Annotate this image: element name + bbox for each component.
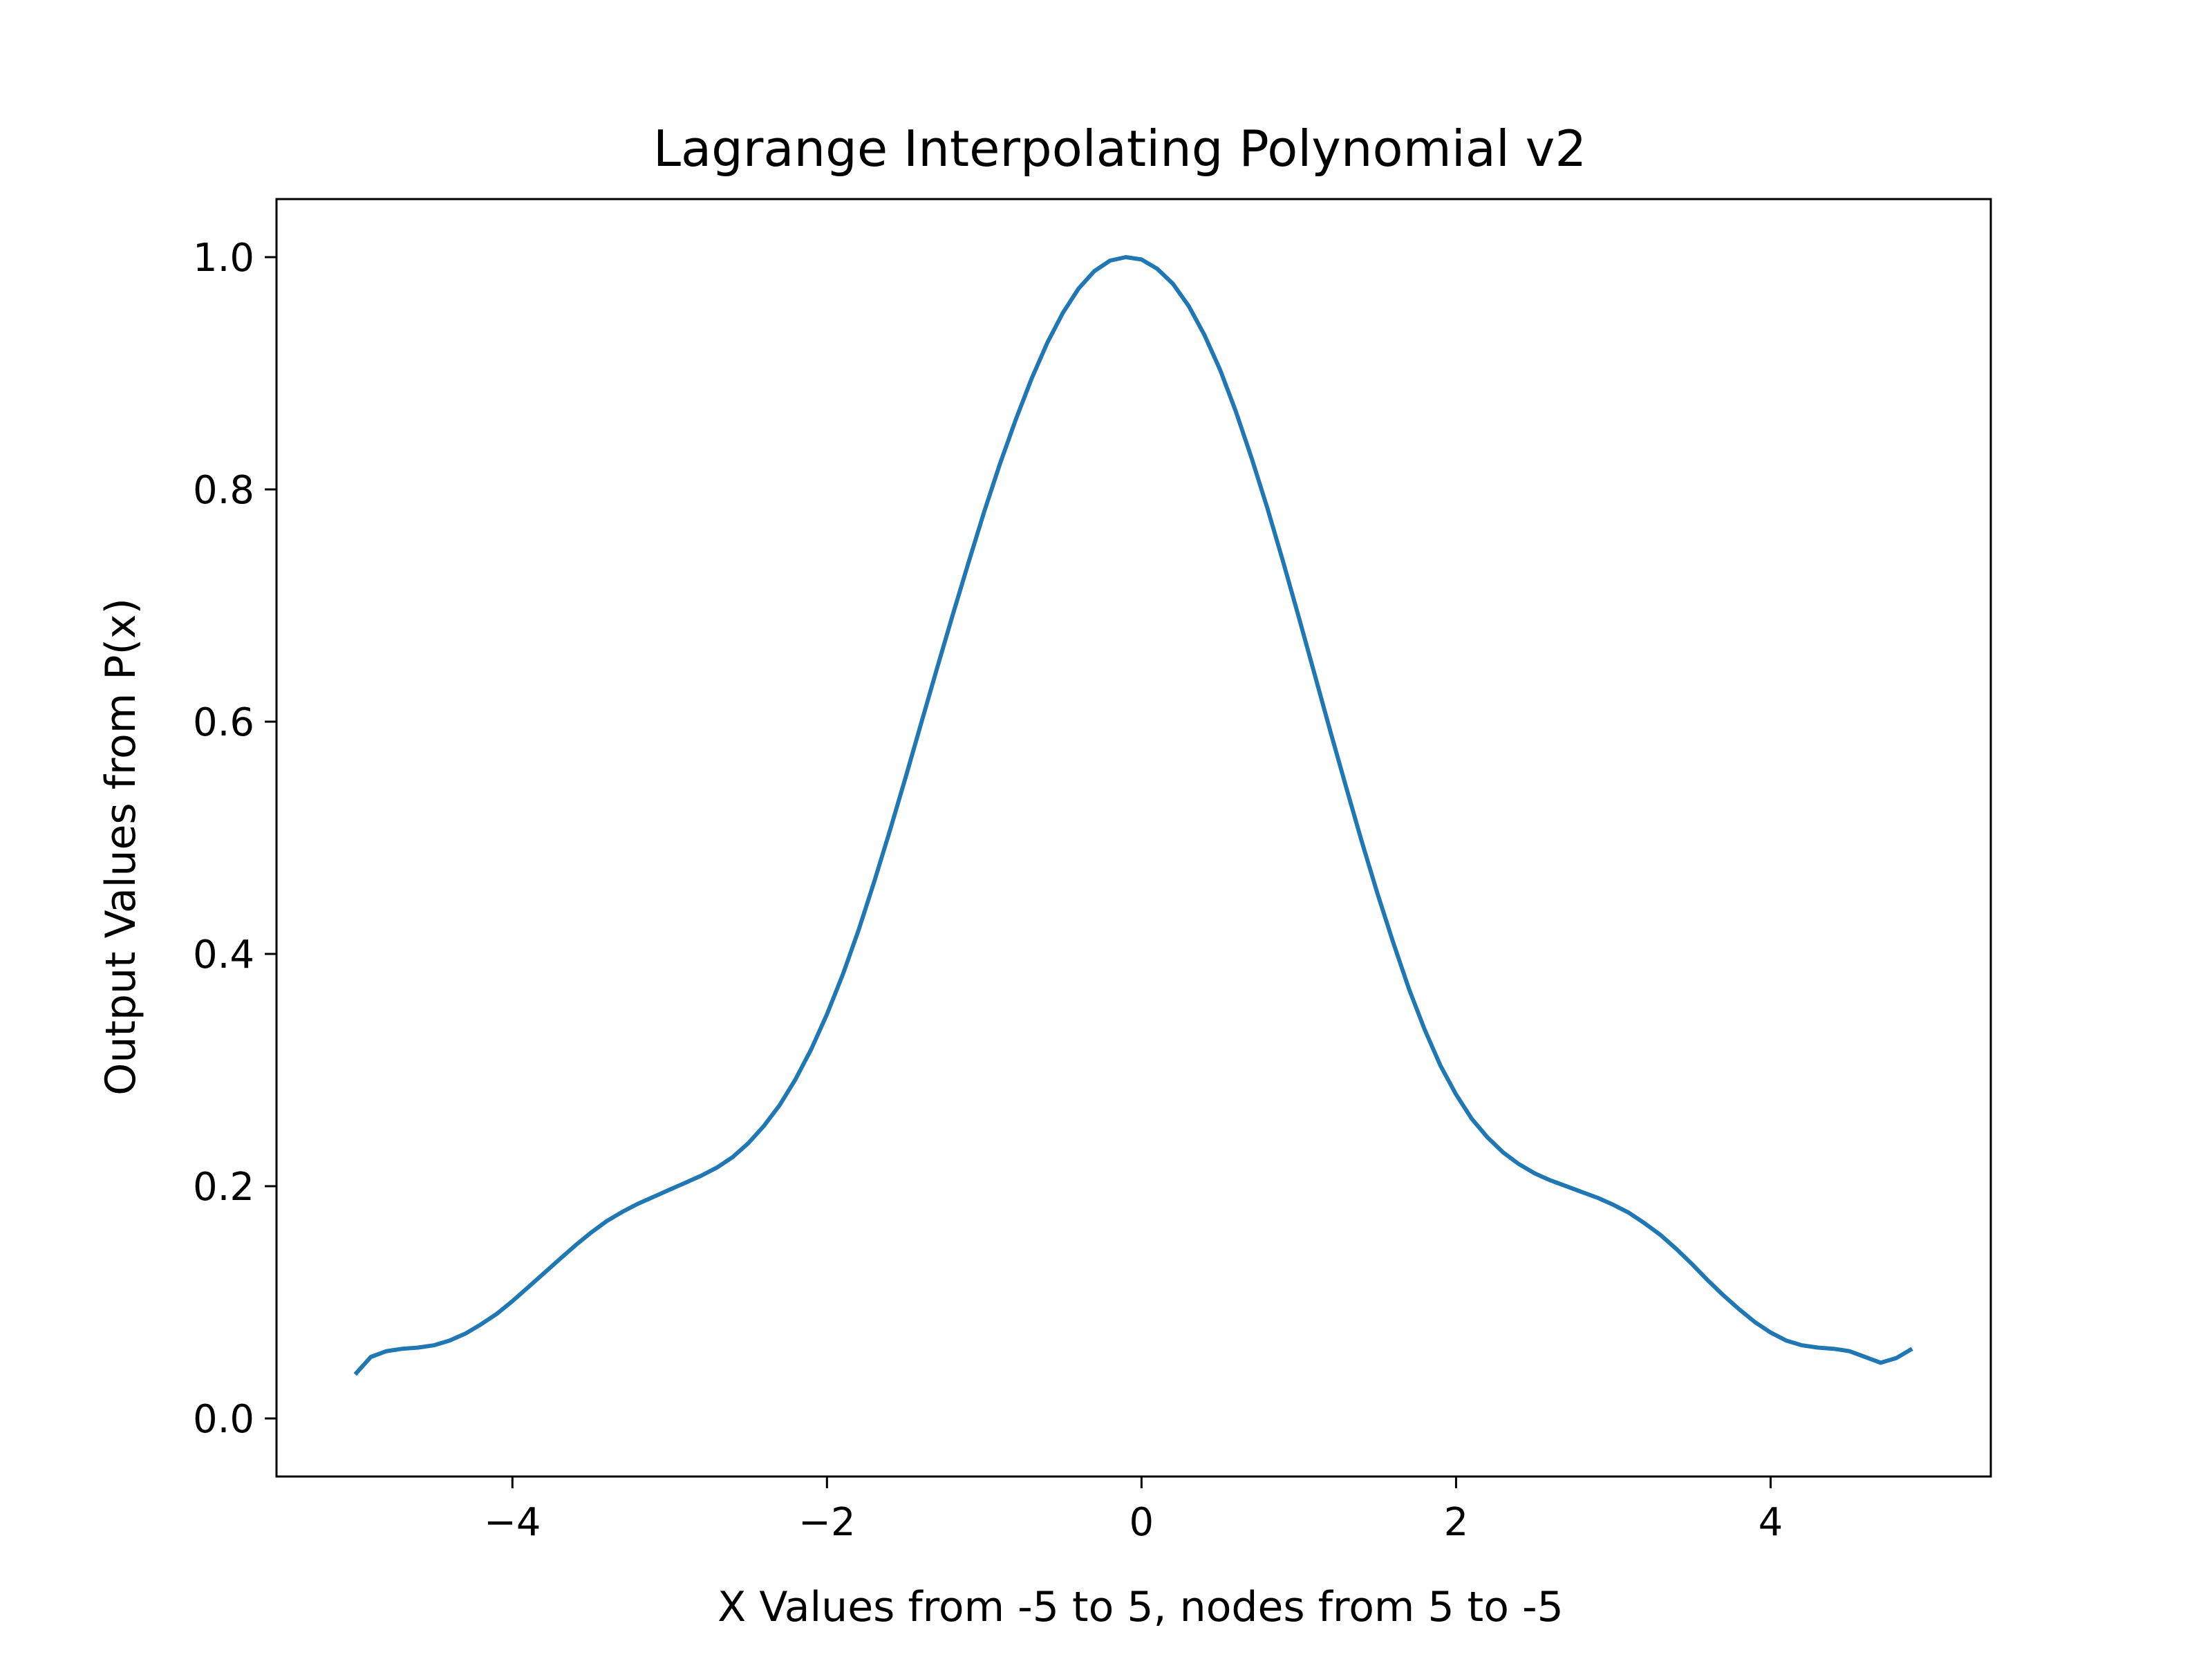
y-axis-label: Output Values from P(x) xyxy=(97,598,145,1096)
y-tick-label: 0.8 xyxy=(193,468,254,513)
y-tick-label: 0.6 xyxy=(193,700,254,745)
y-tick-label: 0.4 xyxy=(193,932,254,977)
x-tick-label: 0 xyxy=(1130,1500,1154,1545)
y-axis-ticks: 0.0 0.2 0.4 0.6 0.8 1.0 xyxy=(193,236,276,1442)
axes-frame xyxy=(275,198,1992,1478)
y-tick-label: 0.2 xyxy=(193,1165,254,1210)
x-tick-label: 2 xyxy=(1444,1500,1469,1545)
plot-area xyxy=(275,198,1992,1478)
data-series-line xyxy=(353,255,1913,1376)
y-tick-label: 0.0 xyxy=(193,1397,254,1442)
x-axis-ticks: −4 −2 0 2 4 xyxy=(484,1477,1783,1545)
chart-title: Lagrange Interpolating Polynomial v2 xyxy=(653,120,1586,178)
x-tick-label: 4 xyxy=(1759,1500,1783,1545)
x-tick-label: −2 xyxy=(798,1500,856,1545)
x-axis-label: X Values from -5 to 5, nodes from 5 to -… xyxy=(718,1583,1564,1631)
y-tick-label: 1.0 xyxy=(193,236,254,281)
x-tick-label: −4 xyxy=(484,1500,541,1545)
